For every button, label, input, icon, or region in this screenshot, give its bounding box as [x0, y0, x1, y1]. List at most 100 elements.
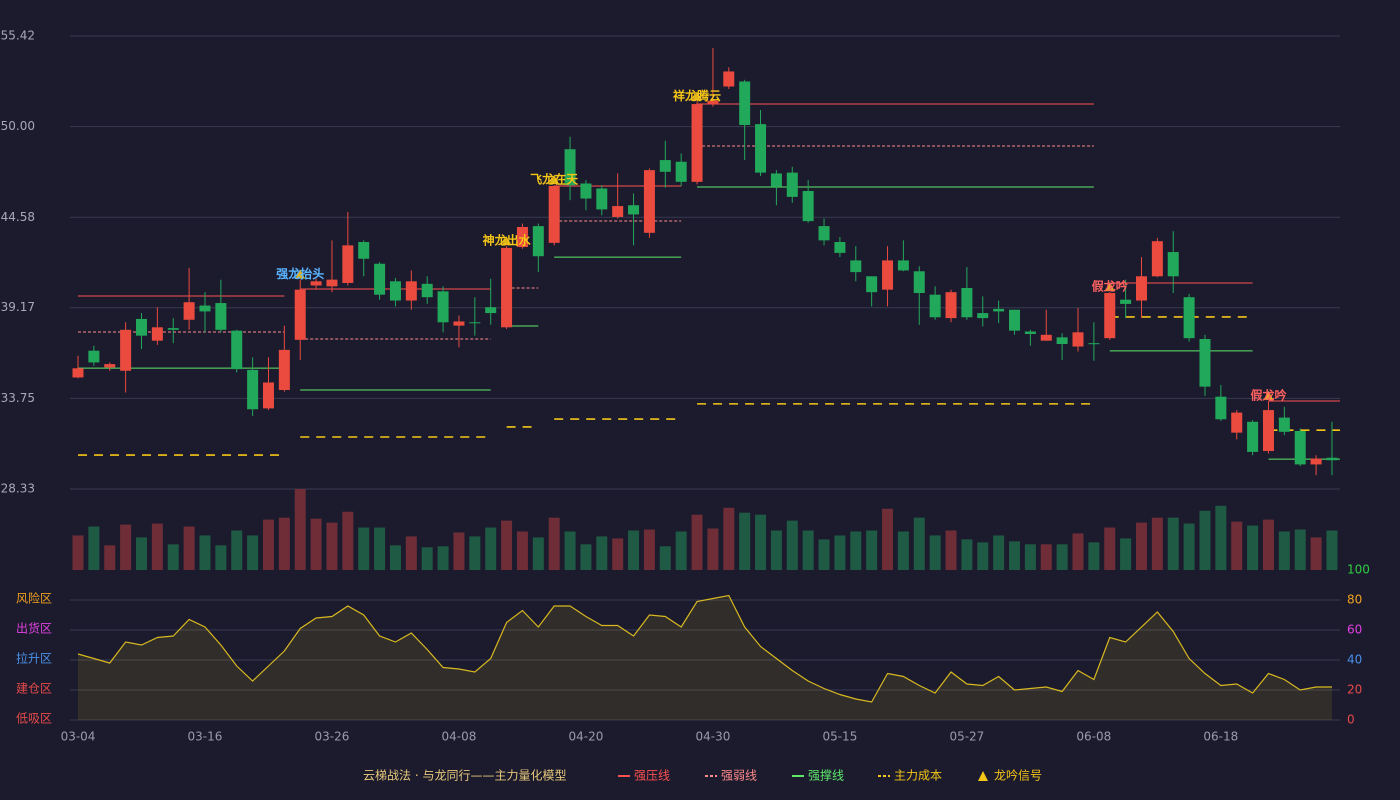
signal-marker: [1263, 390, 1274, 400]
volume-bar: [1310, 537, 1322, 570]
signal-label: 假龙吟: [1250, 387, 1286, 402]
candle-body: [120, 329, 132, 371]
candle-body: [961, 288, 973, 318]
volume-bar: [135, 537, 147, 570]
candle-body: [88, 350, 100, 363]
volume-bar: [104, 545, 116, 570]
volume-bar: [834, 535, 846, 570]
volume-bar: [755, 514, 767, 570]
candle-body: [72, 368, 84, 378]
signal-marker: [549, 175, 560, 185]
volume-bar: [1294, 529, 1306, 570]
volume-bar: [897, 531, 909, 570]
candle-body: [453, 321, 465, 326]
candle-body: [834, 242, 846, 253]
x-tick-label: 06-08: [1076, 730, 1111, 744]
candle-body: [977, 313, 989, 319]
candle-body: [818, 226, 830, 241]
signal-label: 神龙出水: [483, 233, 532, 248]
x-tick-label: 03-16: [188, 730, 223, 744]
x-tick-label: 04-08: [442, 730, 477, 744]
volume-bar: [945, 530, 957, 570]
volume-bar: [1056, 544, 1068, 570]
volume-bar: [326, 522, 338, 570]
volume-bar: [929, 535, 941, 570]
candle-body: [1088, 343, 1100, 345]
volume-bar: [882, 508, 894, 570]
y-tick-label: 39.17: [1, 300, 35, 314]
candle-body: [183, 302, 195, 320]
signal-marker: [1104, 282, 1115, 292]
volume-bar: [1326, 530, 1338, 570]
candle-body: [628, 205, 640, 215]
volume-bar: [786, 520, 798, 570]
candle-body: [389, 281, 401, 301]
y2-tick-label: 40: [1347, 653, 1362, 667]
volume-bar: [1104, 527, 1116, 570]
volume-bar: [1040, 544, 1052, 570]
volume-bar: [866, 530, 878, 570]
volume-bar: [358, 527, 370, 570]
volume-bar: [294, 489, 306, 570]
candle-body: [770, 173, 782, 187]
zone-label: 拉升区: [16, 651, 52, 666]
candle-body: [707, 100, 719, 105]
candle-body: [294, 289, 306, 340]
x-tick-label: 03-26: [315, 730, 350, 744]
volume-bar: [612, 538, 624, 570]
volume-bar: [1009, 541, 1021, 570]
candle-body: [501, 247, 513, 328]
candle-body: [945, 292, 957, 319]
y2-tick-label: 80: [1347, 593, 1362, 607]
candle-body: [532, 226, 544, 257]
volume-bar: [1167, 517, 1179, 570]
candle-body: [135, 318, 147, 336]
volume-bar: [262, 519, 274, 570]
candle-body: [850, 260, 862, 273]
candle-body: [691, 104, 703, 182]
candle-body: [755, 124, 767, 173]
x-tick-label: 04-30: [695, 730, 730, 744]
candle-body: [1040, 334, 1052, 341]
volume-bar: [1120, 538, 1132, 570]
candle-body: [151, 327, 163, 341]
volume-bar: [405, 536, 417, 570]
candle-body: [310, 281, 322, 286]
volume-bar: [564, 531, 576, 570]
volume-bar: [1183, 523, 1195, 570]
y-tick-label: 28.33: [1, 482, 35, 496]
volume-bar: [548, 517, 560, 570]
candle-body: [739, 81, 751, 125]
volume-bar: [485, 527, 497, 570]
legend-label: 强压线: [634, 769, 670, 783]
candle-body: [596, 188, 608, 210]
volume-bar: [120, 524, 132, 570]
volume-bar: [183, 526, 195, 570]
candle-body: [326, 279, 338, 287]
candle-body: [580, 183, 592, 199]
candle-body: [405, 281, 417, 301]
volume-bar: [1072, 533, 1084, 570]
y-tick-label: 50.00: [1, 119, 35, 133]
volume-bar: [913, 517, 925, 570]
volume-bar: [516, 531, 528, 570]
y2-tick-label: 0: [1347, 713, 1355, 727]
x-tick-label: 04-20: [568, 730, 603, 744]
volume-bar: [421, 547, 433, 570]
candle-body: [247, 369, 259, 410]
volume-bar: [770, 530, 782, 570]
candle-body: [882, 260, 894, 290]
volume-bar: [1278, 531, 1290, 570]
candle-body: [913, 271, 925, 294]
candle-body: [278, 349, 290, 391]
signal-label: 祥龙腾云: [673, 88, 721, 103]
candle-body: [1262, 410, 1274, 452]
candle-body: [1024, 331, 1036, 334]
volume-bar: [1151, 517, 1163, 570]
volume-bar: [453, 532, 465, 570]
candle-body: [1104, 293, 1116, 339]
volume-bar: [1024, 544, 1036, 570]
volume-bar: [675, 531, 687, 570]
candle-body: [262, 382, 274, 409]
volume-bar: [818, 539, 830, 570]
